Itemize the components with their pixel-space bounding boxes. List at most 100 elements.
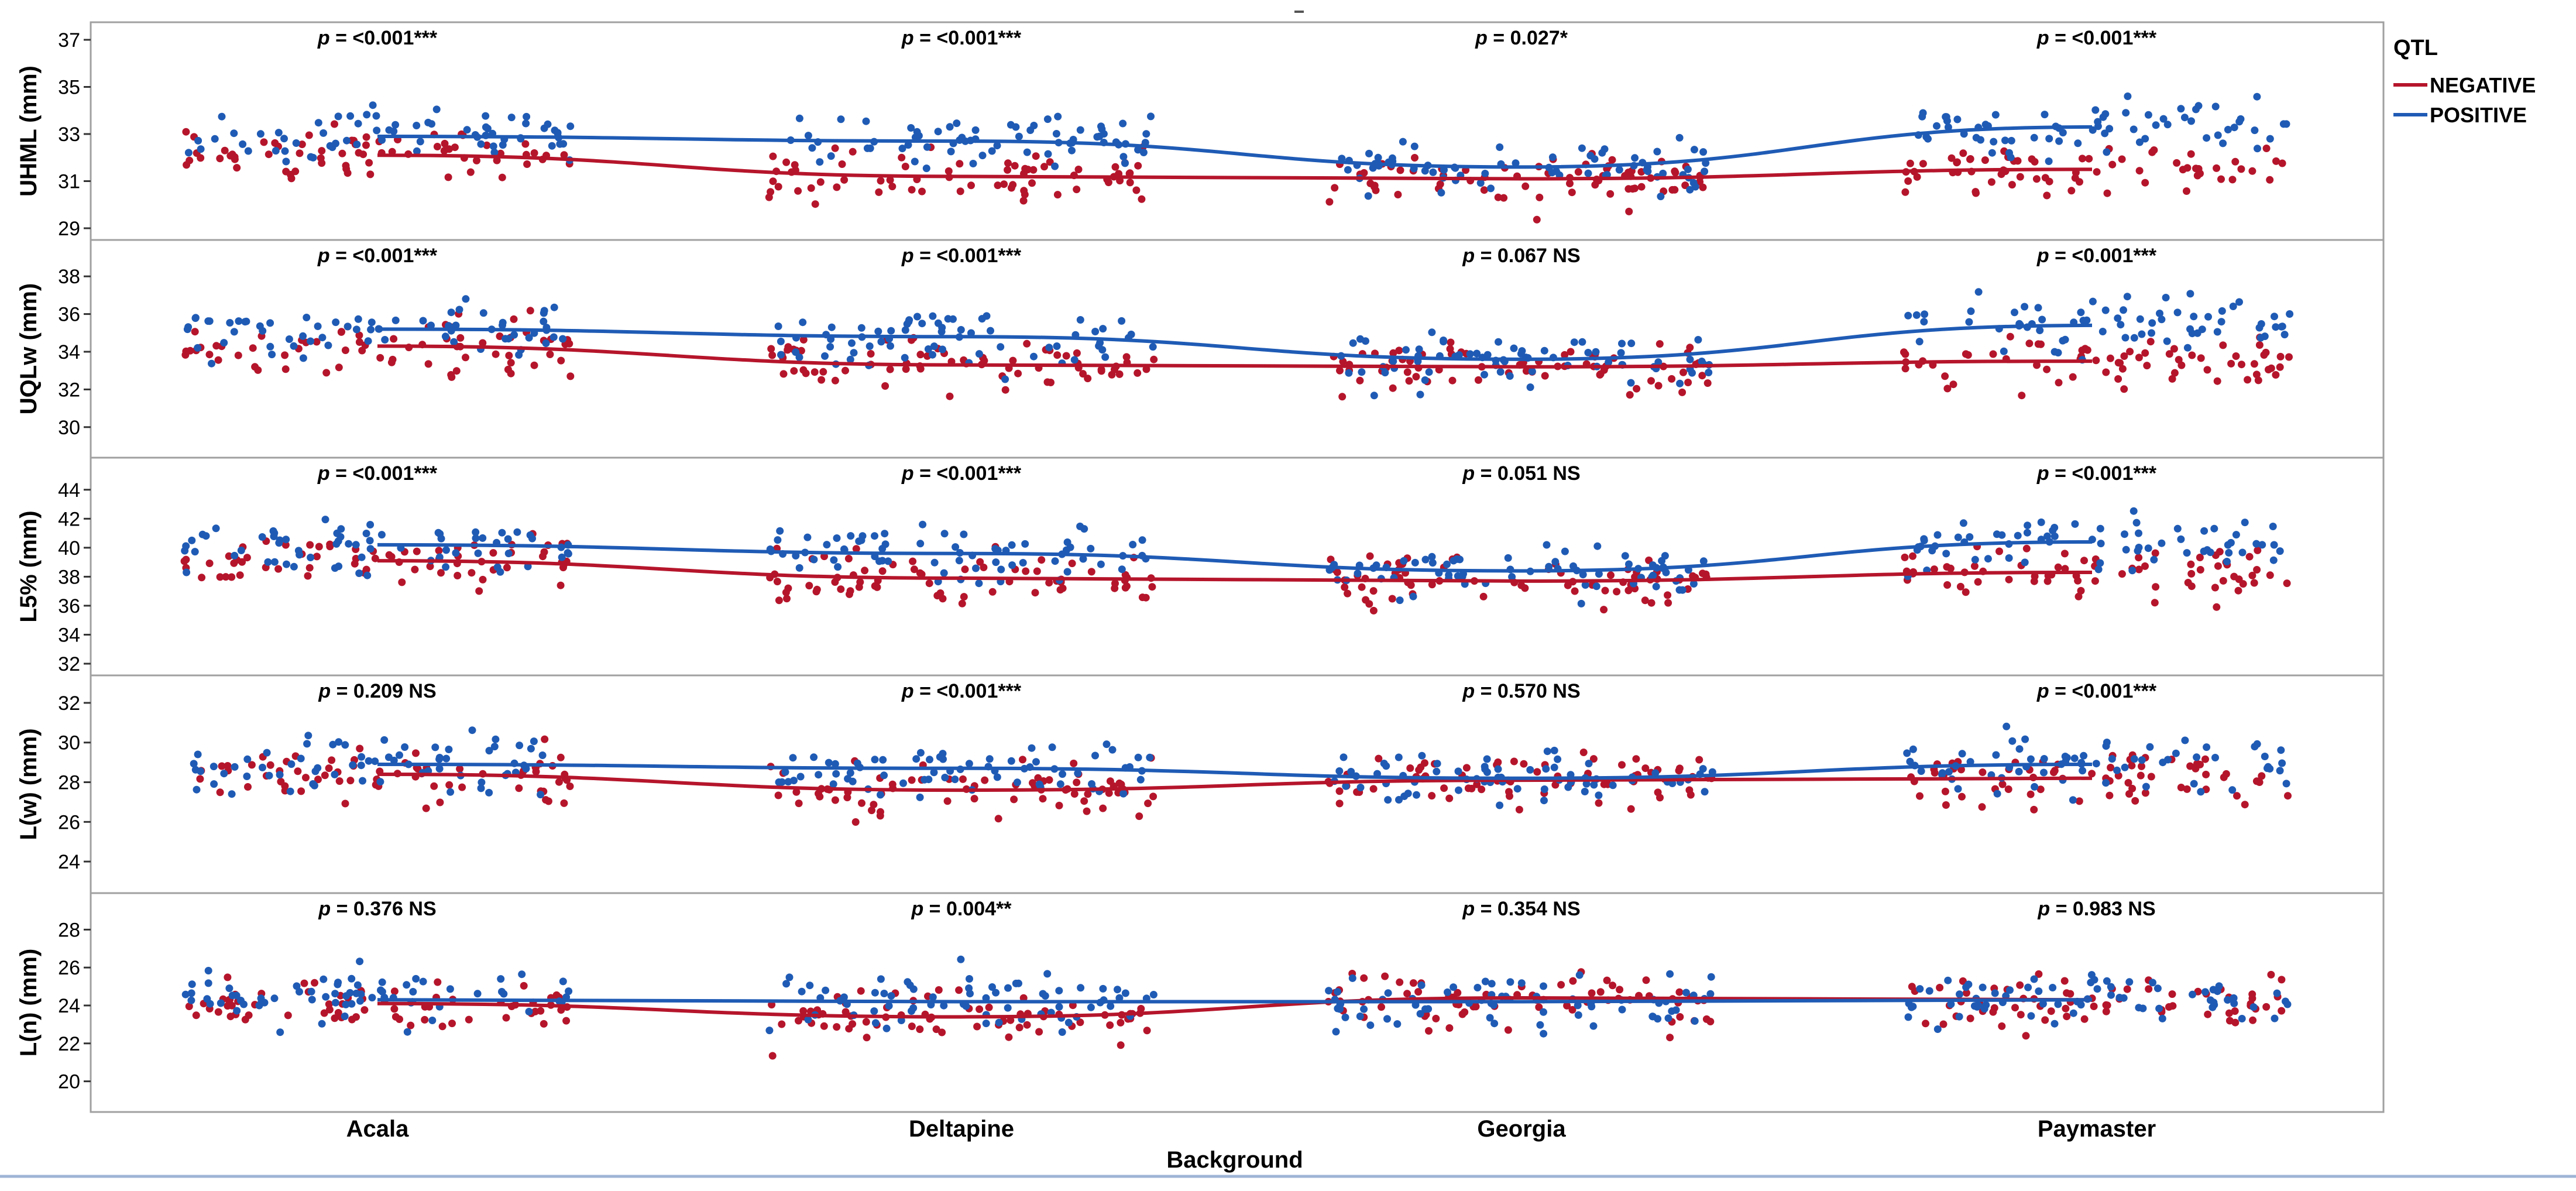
data-point-positive bbox=[2164, 756, 2172, 764]
data-point-positive bbox=[1944, 123, 1952, 131]
data-point-positive bbox=[346, 112, 355, 120]
data-point-positive bbox=[257, 998, 266, 1007]
data-point-positive bbox=[2054, 1000, 2062, 1008]
data-point-positive bbox=[212, 524, 220, 533]
data-point-positive bbox=[1428, 552, 1436, 561]
data-point-negative bbox=[1569, 977, 1577, 985]
data-point-positive bbox=[1055, 1003, 1063, 1011]
data-point-positive bbox=[2077, 1001, 2085, 1009]
data-point-positive bbox=[371, 757, 379, 766]
data-point-negative bbox=[1409, 979, 1417, 987]
data-point-negative bbox=[454, 572, 462, 579]
data-point-positive bbox=[349, 761, 357, 769]
data-point-positive bbox=[432, 105, 441, 114]
data-point-positive bbox=[307, 554, 315, 561]
data-point-positive bbox=[1048, 743, 1056, 751]
data-point-negative bbox=[1901, 350, 1909, 358]
data-point-positive bbox=[1945, 768, 1953, 776]
x-tick-label-deltapine: Deltapine bbox=[909, 1116, 1014, 1142]
data-point-positive bbox=[1129, 541, 1137, 548]
data-point-positive bbox=[2173, 524, 2182, 533]
data-point-positive bbox=[258, 533, 266, 541]
data-point-positive bbox=[853, 759, 861, 767]
data-point-positive bbox=[1476, 179, 1485, 187]
data-point-positive bbox=[228, 790, 236, 798]
data-point-positive bbox=[1015, 132, 1023, 140]
data-point-positive bbox=[2254, 145, 2261, 153]
data-point-negative bbox=[1613, 588, 1621, 596]
data-point-positive bbox=[941, 774, 949, 781]
data-point-negative bbox=[281, 541, 290, 549]
data-point-positive bbox=[871, 756, 879, 764]
data-point-negative bbox=[191, 328, 199, 336]
data-point-positive bbox=[1919, 109, 1927, 117]
data-point-negative bbox=[1028, 179, 1036, 187]
data-point-positive bbox=[913, 313, 921, 321]
data-point-negative bbox=[2005, 575, 2013, 584]
data-point-negative bbox=[1972, 189, 1980, 197]
data-point-positive bbox=[274, 129, 283, 137]
data-point-negative bbox=[344, 169, 352, 177]
data-point-positive bbox=[2121, 530, 2128, 538]
data-point-positive bbox=[373, 126, 381, 135]
data-point-positive bbox=[2136, 315, 2144, 323]
data-point-positive bbox=[1575, 971, 1584, 979]
data-point-positive bbox=[799, 318, 807, 327]
data-point-positive bbox=[947, 147, 955, 156]
data-point-negative bbox=[831, 796, 839, 804]
data-point-positive bbox=[2121, 763, 2129, 771]
data-point-negative bbox=[861, 567, 869, 575]
data-point-positive bbox=[281, 147, 289, 155]
data-point-positive bbox=[263, 749, 271, 757]
data-point-negative bbox=[244, 783, 252, 791]
data-point-positive bbox=[442, 754, 451, 763]
data-point-negative bbox=[1428, 792, 1436, 800]
data-point-negative bbox=[314, 775, 322, 784]
data-point-negative bbox=[1405, 377, 1413, 385]
data-point-positive bbox=[1393, 1020, 1402, 1028]
data-point-positive bbox=[1080, 525, 1088, 533]
data-point-positive bbox=[2252, 540, 2261, 548]
y-tick-label: 34 bbox=[58, 624, 80, 646]
data-point-positive bbox=[1030, 352, 1038, 361]
data-point-positive bbox=[1958, 750, 1966, 758]
y-tick-label: 30 bbox=[58, 417, 80, 439]
data-point-positive bbox=[875, 557, 883, 565]
data-point-negative bbox=[505, 352, 513, 359]
data-point-positive bbox=[1074, 769, 1082, 777]
data-point-positive bbox=[2035, 987, 2043, 996]
data-point-positive bbox=[2177, 105, 2185, 113]
data-point-negative bbox=[868, 806, 875, 815]
y-tick-label: 38 bbox=[58, 266, 80, 288]
data-point-positive bbox=[1517, 350, 1525, 358]
data-point-positive bbox=[333, 529, 341, 537]
data-point-positive bbox=[1603, 171, 1611, 179]
data-point-negative bbox=[521, 140, 530, 148]
data-point-positive bbox=[401, 743, 409, 751]
data-point-positive bbox=[1356, 335, 1364, 343]
data-point-positive bbox=[1043, 115, 1052, 123]
data-point-positive bbox=[1091, 328, 1100, 335]
data-point-negative bbox=[849, 147, 857, 156]
data-point-positive bbox=[916, 540, 925, 548]
data-point-positive bbox=[846, 769, 854, 777]
data-point-negative bbox=[433, 143, 441, 150]
data-point-negative bbox=[274, 565, 283, 573]
data-point-negative bbox=[1668, 186, 1677, 194]
data-point-negative bbox=[768, 1052, 777, 1060]
data-point-positive bbox=[880, 771, 888, 780]
data-point-negative bbox=[1904, 177, 1912, 185]
data-point-positive bbox=[879, 756, 887, 764]
data-point-negative bbox=[362, 141, 370, 149]
data-point-positive bbox=[1118, 317, 1126, 325]
data-point-negative bbox=[236, 571, 244, 579]
data-point-positive bbox=[474, 549, 482, 557]
data-point-positive bbox=[2070, 754, 2079, 763]
data-point-negative bbox=[337, 328, 345, 336]
data-point-negative bbox=[1388, 595, 1396, 603]
data-point-negative bbox=[2138, 762, 2145, 770]
data-point-positive bbox=[2039, 1000, 2047, 1008]
y-tick-label: 30 bbox=[58, 732, 80, 754]
data-point-positive bbox=[1933, 531, 1942, 539]
